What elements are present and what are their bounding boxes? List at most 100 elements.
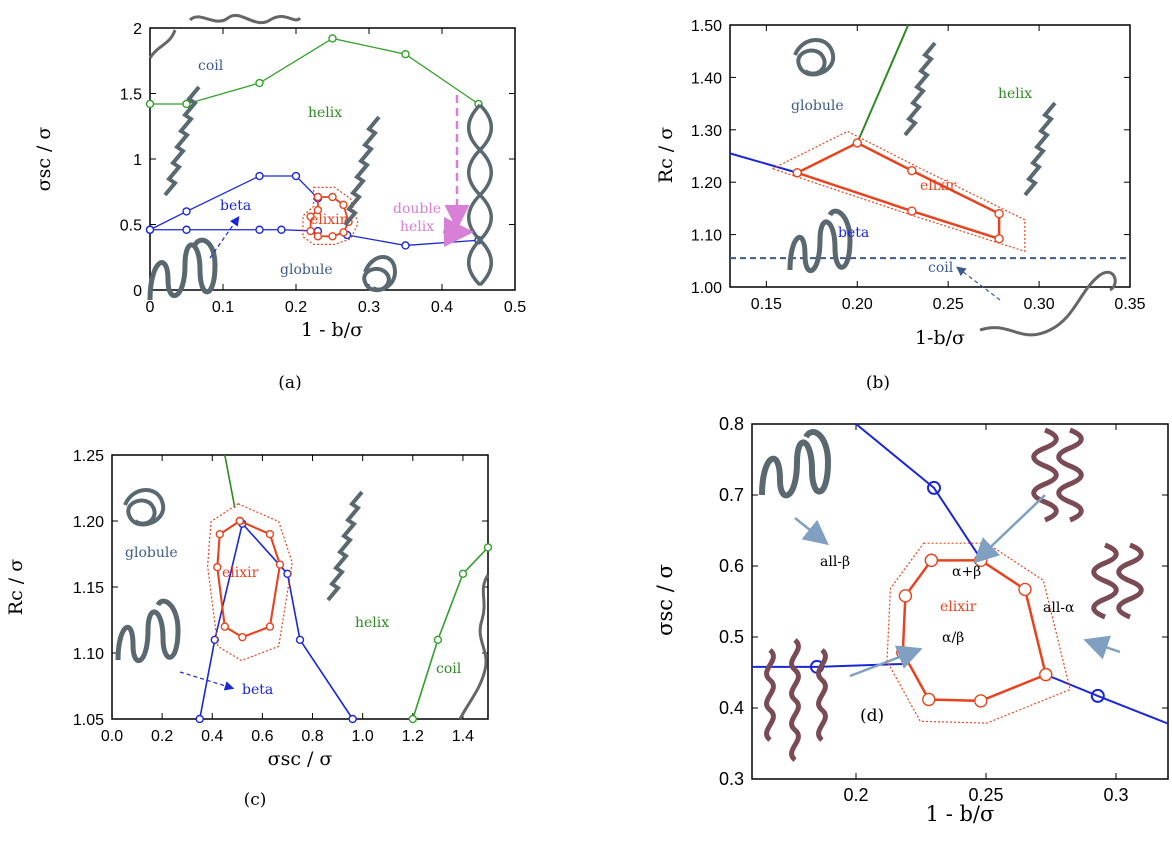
coil-helix-point — [255, 78, 264, 88]
panel-b-xlabel: 1-b/σ — [915, 327, 965, 349]
y-tick-label: 1 — [133, 152, 142, 169]
coil-helix-boundary — [150, 37, 479, 105]
label-double-helix: helix — [400, 219, 434, 235]
elixir-point — [215, 530, 224, 539]
label-elixir: elixir — [310, 212, 347, 228]
elixir-point — [339, 228, 348, 237]
y-tick-label: 1.20 — [73, 514, 104, 531]
y-tick-label: 1.15 — [73, 580, 104, 597]
blue-right-boundary — [1045, 673, 1169, 725]
alpha-beta-molecule-icon — [1031, 427, 1084, 523]
panel-a-xlabel: 1 - b/σ — [301, 319, 363, 341]
x-tick-label: 0.4 — [201, 728, 223, 745]
y-tick-label: 1.40 — [691, 70, 722, 87]
elixir-point — [313, 205, 323, 215]
coil-point — [458, 569, 468, 578]
x-tick-label: 1.4 — [452, 728, 474, 745]
elixir-point — [898, 589, 913, 603]
beta-arrow — [179, 671, 235, 691]
coil-helix-point — [182, 99, 191, 109]
coil-point — [483, 543, 493, 552]
panel-a-ylabel: σsc / σ — [33, 127, 55, 192]
label-elixir: elixir — [940, 599, 977, 615]
label-coil: coil — [928, 260, 954, 276]
elixir-point — [306, 212, 315, 221]
coil-point — [408, 714, 417, 724]
beta-point — [295, 635, 305, 644]
globule-molecule-icon — [793, 38, 836, 77]
caption-b: (b) — [866, 373, 890, 393]
elixir-boundary — [901, 559, 1048, 703]
x-tick-label: 0.6 — [251, 728, 273, 745]
elixir-point — [265, 530, 275, 539]
double-helix-molecule-icon — [467, 103, 493, 287]
beta-molecule-icon — [147, 237, 218, 301]
helix-molecule-icon — [343, 115, 381, 227]
y-tick-label: 1.50 — [691, 18, 722, 35]
x-tick-label: 0.2 — [285, 299, 307, 316]
label-helix: helix — [998, 86, 1032, 102]
globule-doublehelix-boundary — [346, 234, 479, 247]
x-tick-label: 0.1 — [212, 299, 234, 316]
label-elixir: elixir — [222, 565, 259, 581]
y-tick-label: 0.3 — [719, 769, 744, 789]
x-tick-label: 1.2 — [402, 728, 424, 745]
elixir-point — [994, 208, 1004, 219]
label-beta: beta — [838, 225, 869, 241]
beta-globule-point — [255, 225, 264, 234]
y-tick-label: 1.5 — [120, 87, 142, 104]
y-tick-label: 0.4 — [719, 698, 744, 718]
label-beta: beta — [220, 198, 251, 214]
elixir-point — [313, 232, 323, 241]
x-tick-label: 0.20 — [842, 296, 873, 313]
elixir-point — [238, 632, 247, 642]
panel-c-lines — [195, 454, 493, 724]
label-alpha-plus-beta: α+β — [952, 564, 981, 580]
label-alpha-slash-beta: α/β — [942, 630, 964, 646]
elixir-point — [1039, 667, 1053, 682]
panel-b-lines — [729, 24, 1130, 260]
caption-d: (d) — [860, 706, 885, 726]
panel-c-ylabel: Rc / σ — [5, 559, 27, 615]
panel-d-ticks: 0.2 0.25 0.3 0.3 0.4 0.5 0.6 0.7 0.8 — [719, 414, 1168, 805]
y-tick-label: 0.7 — [719, 485, 744, 505]
x-tick-label: 0.3 — [358, 299, 380, 316]
blue-upper-boundary — [855, 423, 982, 560]
helix-boundary — [856, 24, 910, 144]
x-tick-label: 0.5 — [504, 299, 526, 316]
beta-point — [283, 569, 292, 578]
x-tick-label: 0.35 — [1114, 296, 1145, 313]
panel-c-ticks: 0.0 0.2 0.4 0.6 0.8 1.0 1.2 1.4 1.05 1.10 1.15 1.20… — [73, 448, 488, 745]
x-tick-label: 0.15 — [751, 296, 782, 313]
elixir-point — [235, 516, 245, 526]
elixir-point — [213, 563, 222, 572]
elixir-point — [306, 226, 315, 236]
coil-arrow — [956, 266, 1001, 301]
y-tick-label: 1.00 — [691, 280, 722, 297]
helix-beta-point — [182, 207, 191, 216]
panel-b-frame — [729, 24, 1131, 288]
beta-molecule-icon — [787, 208, 853, 274]
x-tick-label: 0.3 — [1103, 785, 1128, 805]
coil-molecule-icon — [458, 574, 490, 720]
elixir-point — [328, 232, 337, 241]
panel-a-lines — [145, 34, 483, 250]
label-helix: helix — [355, 615, 389, 631]
y-tick-label: 0.5 — [719, 627, 744, 647]
all-alpha-arrow — [1083, 635, 1121, 660]
helix-globule-boundary — [224, 454, 236, 508]
beta-arrow — [209, 216, 240, 259]
helix-molecule-icon — [903, 41, 937, 137]
elixir-point — [994, 234, 1004, 244]
coil-helix-point — [145, 99, 155, 109]
panel-b-ylabel: Rc / σ — [655, 127, 677, 183]
helix-beta-point — [291, 171, 301, 181]
x-tick-label: 0.0 — [101, 728, 123, 745]
label-elixir: elixir — [920, 178, 957, 194]
y-tick-label: 1.30 — [691, 123, 722, 140]
elixir-point — [924, 553, 939, 568]
panel-d-frame — [751, 423, 1169, 780]
label-all-beta: all-β — [820, 554, 850, 570]
label-double: double — [393, 201, 441, 217]
label-beta: beta — [242, 682, 273, 698]
